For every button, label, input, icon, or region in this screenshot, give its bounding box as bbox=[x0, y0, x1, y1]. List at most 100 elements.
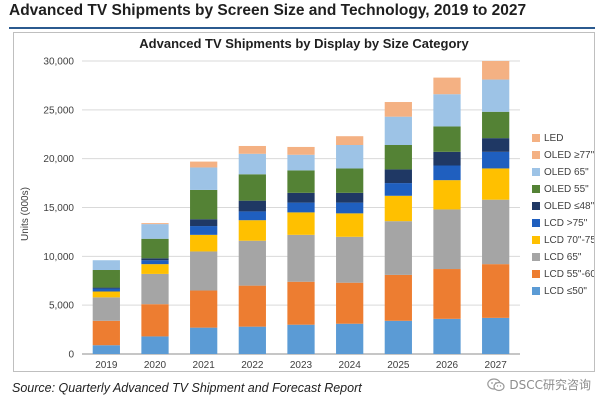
bar-segment bbox=[92, 291, 120, 298]
bar-segment bbox=[482, 151, 510, 169]
bar-segment bbox=[141, 260, 169, 265]
bar-segment bbox=[287, 202, 315, 213]
bar-segment bbox=[141, 238, 169, 259]
legend-label: OLED 65" bbox=[544, 167, 589, 178]
bar-segment bbox=[190, 219, 218, 227]
legend-label: LCD 65" bbox=[544, 252, 582, 263]
y-tick-label: 5,000 bbox=[49, 301, 74, 312]
bar-stacks bbox=[92, 61, 510, 354]
x-tick-label: 2027 bbox=[485, 360, 508, 371]
y-tick-label: 0 bbox=[68, 350, 74, 361]
bar-segment bbox=[238, 174, 266, 201]
legend-swatch bbox=[532, 151, 540, 159]
source-note: Source: Quarterly Advanced TV Shipment a… bbox=[12, 381, 362, 395]
bar-segment bbox=[433, 269, 461, 319]
legend-label: LCD ≤50" bbox=[544, 286, 587, 297]
bar-segment bbox=[190, 167, 218, 190]
bar-segment bbox=[190, 251, 218, 291]
bar-segment bbox=[482, 111, 510, 139]
bar-segment bbox=[482, 199, 510, 265]
bar-segment bbox=[238, 145, 266, 154]
bar-segment bbox=[482, 317, 510, 354]
bar-segment bbox=[287, 154, 315, 171]
bar-segment bbox=[287, 192, 315, 203]
title-underline bbox=[9, 27, 595, 29]
bar-segment bbox=[433, 318, 461, 354]
bar-segment bbox=[141, 273, 169, 305]
bar-segment bbox=[384, 169, 412, 184]
bar-segment bbox=[141, 264, 169, 274]
bar-segment bbox=[336, 282, 364, 324]
bar-segment bbox=[384, 183, 412, 196]
legend-label: OLED ≥77" bbox=[544, 150, 594, 161]
chart-title: Advanced TV Shipments by Display by Size… bbox=[139, 36, 469, 51]
watermark-text: DSCC研究咨询 bbox=[509, 378, 591, 392]
bar-segment bbox=[238, 240, 266, 286]
bar-segment bbox=[92, 270, 120, 288]
bar-segment bbox=[141, 258, 169, 261]
watermark: DSCC研究咨询 bbox=[487, 376, 591, 393]
bar-segment bbox=[92, 260, 120, 271]
legend-swatch bbox=[532, 253, 540, 261]
bar-segment bbox=[238, 285, 266, 327]
page-title: Advanced TV Shipments by Screen Size and… bbox=[9, 2, 527, 19]
x-tick-label: 2021 bbox=[193, 360, 216, 371]
bar-segment bbox=[238, 326, 266, 354]
bar-segment bbox=[238, 220, 266, 241]
bar-segment bbox=[238, 200, 266, 212]
bar-segment bbox=[92, 345, 120, 354]
legend-label: OLED 55" bbox=[544, 184, 589, 195]
bar-segment bbox=[190, 234, 218, 252]
bar-segment bbox=[433, 126, 461, 152]
legend-swatch bbox=[532, 219, 540, 227]
bar-segment bbox=[287, 324, 315, 354]
bar-segment bbox=[336, 144, 364, 169]
bar-segment bbox=[92, 297, 120, 321]
bar-segment bbox=[336, 168, 364, 193]
bar-segment bbox=[92, 287, 120, 289]
y-tick-label: 20,000 bbox=[43, 154, 74, 165]
chart-panel: Advanced TV Shipments by Display by Size… bbox=[13, 32, 600, 372]
bar-segment bbox=[482, 79, 510, 112]
legend-label: OLED ≤48" bbox=[544, 201, 594, 212]
bar-segment bbox=[336, 213, 364, 237]
stacked-bar-chart: Advanced TV Shipments by Display by Size… bbox=[20, 36, 600, 371]
legend-label: LCD >75" bbox=[544, 218, 588, 229]
bar-segment bbox=[384, 144, 412, 170]
legend-swatch bbox=[532, 185, 540, 193]
y-tick-label: 30,000 bbox=[43, 57, 74, 68]
bar-segment bbox=[482, 138, 510, 152]
legend-swatch bbox=[532, 270, 540, 278]
bar-segment bbox=[336, 323, 364, 354]
bar-segment bbox=[92, 320, 120, 346]
bar-segment bbox=[141, 224, 169, 239]
x-tick-label: 2022 bbox=[241, 360, 264, 371]
x-tick-label: 2020 bbox=[144, 360, 167, 371]
bar-segment bbox=[384, 274, 412, 321]
y-axis-ticks: 0 5,000 10,000 15,000 20,000 25,000 30,000 bbox=[43, 57, 74, 361]
bar-segment bbox=[190, 290, 218, 328]
legend-swatch bbox=[532, 134, 540, 142]
wechat-icon bbox=[487, 377, 505, 391]
bar-segment bbox=[92, 288, 120, 292]
bar-segment bbox=[433, 151, 461, 166]
bar-segment bbox=[384, 102, 412, 117]
bar-segment bbox=[238, 153, 266, 175]
bar-segment bbox=[433, 209, 461, 270]
legend-swatch bbox=[532, 168, 540, 176]
legend-swatch bbox=[532, 202, 540, 210]
bar-segment bbox=[287, 146, 315, 155]
bar-segment bbox=[384, 116, 412, 145]
legend: LED OLED ≥77" OLED 65" OLED 55" OLED ≤48" LCD… bbox=[532, 133, 600, 297]
bar-segment bbox=[384, 221, 412, 275]
bar-segment bbox=[336, 192, 364, 203]
bar-segment bbox=[433, 77, 461, 95]
x-axis-ticks: 2019 2020 2021 2022 2023 2024 2025 2026 2027 bbox=[95, 360, 507, 371]
legend-label: LCD 55"-60" bbox=[544, 269, 594, 280]
bar-segment bbox=[190, 161, 218, 168]
bar-segment bbox=[482, 264, 510, 318]
bar-segment bbox=[287, 212, 315, 235]
bar-segment bbox=[336, 136, 364, 145]
bar-segment bbox=[384, 320, 412, 354]
legend-label: LCD 70"-75" bbox=[544, 235, 594, 246]
